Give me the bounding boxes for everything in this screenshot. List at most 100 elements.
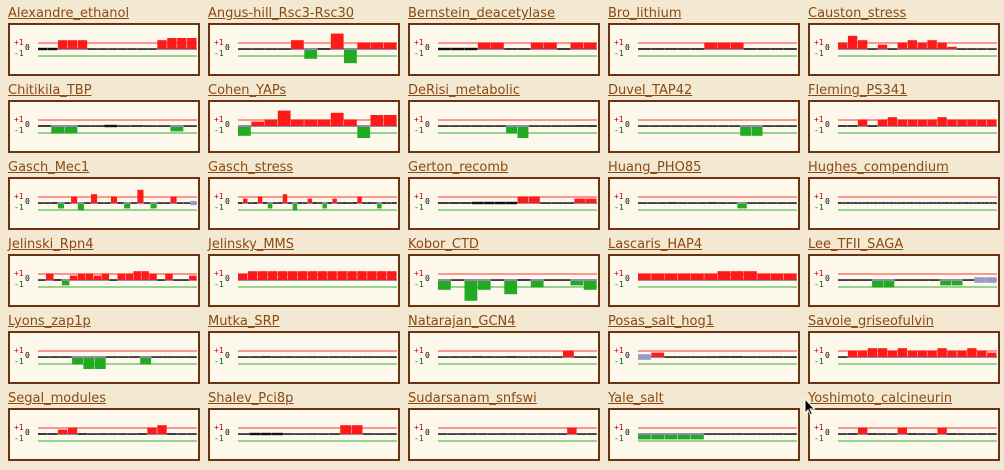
dataset-link[interactable]: Shalev_Pci8p bbox=[208, 391, 294, 406]
expression-plot[interactable]: +1 0 -1 bbox=[8, 331, 200, 384]
expression-bar bbox=[127, 433, 137, 435]
dataset-link[interactable]: Posas_salt_hog1 bbox=[608, 314, 715, 329]
expression-bar bbox=[344, 50, 357, 64]
expression-bar bbox=[677, 202, 688, 204]
dataset-link[interactable]: Lyons_zap1p bbox=[8, 314, 91, 329]
dataset-link[interactable]: Fleming_PS341 bbox=[808, 83, 908, 98]
expression-plot[interactable]: +1 0 -1 bbox=[8, 23, 200, 76]
expression-plot[interactable]: +1 0 -1 bbox=[808, 331, 1000, 384]
expression-plot[interactable]: +1 0 -1 bbox=[208, 331, 400, 384]
expression-bar bbox=[977, 350, 987, 357]
expression-plot[interactable]: +1 0 -1 bbox=[408, 100, 600, 153]
dataset-link[interactable]: Lee_TFII_SAGA bbox=[808, 237, 904, 252]
expression-bar bbox=[691, 48, 704, 50]
expression-bar bbox=[785, 125, 797, 127]
dataset-link[interactable]: Cohen_YAPs bbox=[208, 83, 287, 98]
expression-plot[interactable]: +1 0 -1 bbox=[408, 23, 600, 76]
dataset-link[interactable]: Duvel_TAP42 bbox=[608, 83, 693, 98]
expression-plot[interactable]: +1 0 -1 bbox=[608, 254, 800, 307]
expression-bar bbox=[451, 47, 465, 51]
expression-bar bbox=[647, 202, 658, 204]
axis-label-plus: +1 bbox=[614, 423, 624, 432]
expression-bar bbox=[517, 433, 527, 435]
dataset-link[interactable]: Jelinski_Rpn4 bbox=[8, 237, 94, 252]
expression-bar bbox=[460, 202, 472, 204]
expression-plot[interactable]: +1 0 -1 bbox=[408, 408, 600, 461]
panel-cell: DeRisi_metabolic +1 0 -1 bbox=[407, 83, 607, 160]
panel-cell: Cohen_YAPs +1 0 -1 bbox=[207, 83, 407, 160]
expression-plot[interactable]: +1 0 -1 bbox=[8, 254, 200, 307]
expression-plot[interactable]: +1 0 -1 bbox=[808, 408, 1000, 461]
expression-bar bbox=[691, 435, 704, 440]
dataset-link[interactable]: Causton_stress bbox=[808, 6, 907, 21]
dataset-link[interactable]: Bro_lithium bbox=[608, 6, 682, 21]
dataset-link[interactable]: Kobor_CTD bbox=[408, 237, 479, 252]
expression-bar bbox=[937, 348, 947, 357]
expression-plot[interactable]: +1 0 -1 bbox=[608, 100, 800, 153]
expression-plot[interactable]: +1 0 -1 bbox=[8, 177, 200, 230]
dataset-link[interactable]: Huang_PHO85 bbox=[608, 160, 702, 175]
expression-plot[interactable]: +1 0 -1 bbox=[408, 177, 600, 230]
axis-label-plus: +1 bbox=[14, 115, 24, 124]
expression-bar bbox=[330, 112, 344, 126]
expression-plot[interactable]: +1 0 -1 bbox=[208, 100, 400, 153]
expression-bar bbox=[907, 350, 917, 357]
axis-label-plus: +1 bbox=[214, 38, 224, 47]
expression-plot[interactable]: +1 0 -1 bbox=[608, 408, 800, 461]
dataset-link[interactable]: Savoie_griseofulvin bbox=[808, 314, 934, 329]
dataset-link[interactable]: Chitikila_TBP bbox=[8, 83, 92, 98]
expression-bar bbox=[967, 348, 977, 357]
expression-bar bbox=[585, 356, 597, 358]
expression-plot[interactable]: +1 0 -1 bbox=[408, 254, 600, 307]
axis-label-plus: +1 bbox=[14, 38, 24, 47]
dataset-link[interactable]: Yale_salt bbox=[608, 391, 664, 406]
dataset-link[interactable]: Yoshimoto_calcineurin bbox=[808, 391, 953, 406]
expression-plot[interactable]: +1 0 -1 bbox=[808, 177, 1000, 230]
expression-bar bbox=[84, 202, 91, 204]
expression-plot[interactable]: +1 0 -1 bbox=[808, 23, 1000, 76]
dataset-link[interactable]: Gasch_stress bbox=[208, 160, 294, 175]
expression-plot[interactable]: +1 0 -1 bbox=[608, 331, 800, 384]
expression-bar bbox=[651, 435, 665, 440]
expression-plot[interactable]: +1 0 -1 bbox=[208, 177, 400, 230]
dataset-link[interactable]: Segal_modules bbox=[8, 391, 107, 406]
dataset-link[interactable]: Gasch_Mec1 bbox=[8, 160, 90, 175]
dataset-link[interactable]: Bernstein_deacetylase bbox=[408, 6, 555, 21]
expression-bar bbox=[667, 202, 678, 204]
dataset-link[interactable]: Natarajan_GCN4 bbox=[408, 314, 516, 329]
dataset-link[interactable]: Gerton_recomb bbox=[408, 160, 509, 175]
dataset-link[interactable]: Mutka_SRP bbox=[208, 314, 280, 329]
dataset-link[interactable]: Lascaris_HAP4 bbox=[608, 237, 703, 252]
expression-bar bbox=[957, 350, 967, 357]
expression-plot[interactable]: +1 0 -1 bbox=[208, 408, 400, 461]
expression-bar bbox=[704, 42, 718, 49]
expression-bar bbox=[344, 119, 357, 126]
expression-plot[interactable]: +1 0 -1 bbox=[808, 100, 1000, 153]
expression-plot[interactable]: +1 0 -1 bbox=[8, 408, 200, 461]
expression-bar bbox=[544, 279, 557, 281]
expression-bar bbox=[383, 115, 397, 126]
dataset-link[interactable]: Alexandre_ethanol bbox=[8, 6, 130, 21]
expression-plot[interactable]: +1 0 -1 bbox=[208, 254, 400, 307]
expression-bar bbox=[140, 358, 152, 365]
expression-plot[interactable]: +1 0 -1 bbox=[8, 100, 200, 153]
dataset-link[interactable]: Angus-hill_Rsc3-Rsc30 bbox=[208, 6, 355, 21]
expression-plot[interactable]: +1 0 -1 bbox=[208, 23, 400, 76]
axis-label-zero: 0 bbox=[425, 120, 430, 129]
expression-plot[interactable]: +1 0 -1 bbox=[608, 177, 800, 230]
expression-plot[interactable]: +1 0 -1 bbox=[408, 331, 600, 384]
dataset-link[interactable]: DeRisi_metabolic bbox=[408, 83, 520, 98]
expression-bar bbox=[873, 202, 878, 204]
panel-cell: Kobor_CTD +1 0 -1 bbox=[407, 237, 607, 314]
expression-plot[interactable]: +1 0 -1 bbox=[808, 254, 1000, 307]
dataset-link[interactable]: Sudarsanam_snfswi bbox=[408, 391, 537, 406]
expression-bar bbox=[664, 356, 678, 358]
expression-bar bbox=[897, 427, 907, 434]
expression-bar bbox=[157, 125, 171, 127]
expression-plot[interactable]: +1 0 -1 bbox=[608, 23, 800, 76]
expression-bar bbox=[297, 202, 303, 204]
expression-bar bbox=[327, 202, 332, 204]
expression-bar bbox=[897, 42, 907, 49]
dataset-link[interactable]: Jelinsky_MMS bbox=[208, 237, 295, 252]
dataset-link[interactable]: Hughes_compendium bbox=[808, 160, 949, 175]
